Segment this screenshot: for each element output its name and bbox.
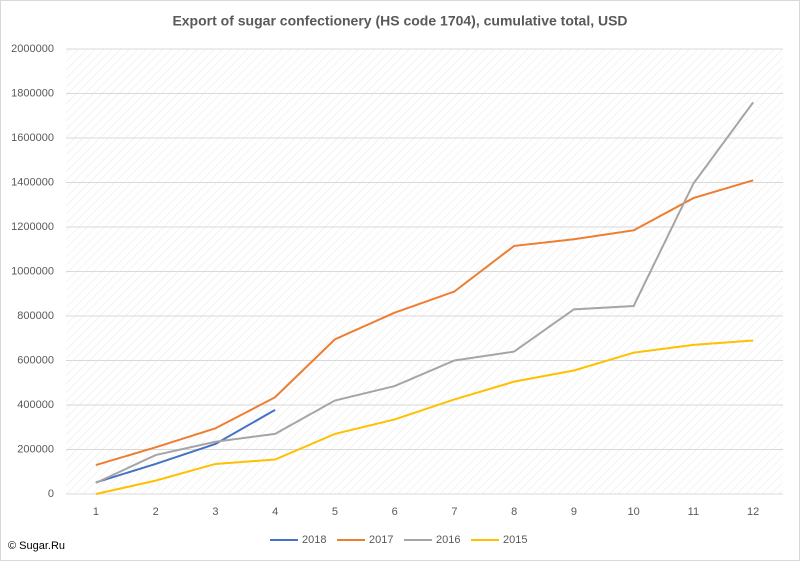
legend-label: 2016	[436, 534, 460, 546]
y-tick-label: 800000	[17, 310, 54, 322]
x-tick-label: 2	[153, 506, 159, 518]
x-tick-label: 4	[272, 506, 278, 518]
series-line	[95, 339, 754, 495]
source: © Sugar.Ru	[8, 540, 65, 552]
y-tick-label: 1600000	[11, 132, 54, 144]
x-tick-label: 3	[212, 506, 218, 518]
x-tick-label: 10	[628, 506, 640, 518]
x-tick-label: 8	[511, 506, 517, 518]
series-line	[95, 179, 754, 467]
y-tick-label: 1400000	[11, 176, 54, 188]
y-tick-label: 1200000	[11, 221, 54, 233]
y-tick-label: 2000000	[11, 43, 54, 55]
x-tick-label: 9	[571, 506, 577, 518]
x-tick-label: 7	[451, 506, 457, 518]
y-tick-label: 600000	[17, 354, 54, 366]
x-tick-label: 11	[688, 506, 699, 518]
y-tick-label: 400000	[17, 399, 54, 411]
chart-title: Export of sugar confectionery (HS code 1…	[172, 13, 627, 29]
legend-label: 2015	[503, 534, 527, 546]
y-tick-label: 1800000	[11, 87, 54, 99]
legend-label: 2017	[369, 534, 393, 546]
x-tick-label: 1	[93, 506, 99, 518]
legend-label: 2018	[302, 534, 326, 546]
x-tick-label: 12	[747, 506, 759, 518]
x-tick-label: 6	[392, 506, 398, 518]
x-tick-label: 5	[332, 506, 338, 518]
y-tick-label: 0	[48, 488, 54, 500]
y-tick-label: 200000	[17, 443, 54, 455]
series-line	[95, 409, 276, 484]
series-line	[95, 101, 754, 484]
y-tick-label: 1000000	[11, 265, 54, 277]
